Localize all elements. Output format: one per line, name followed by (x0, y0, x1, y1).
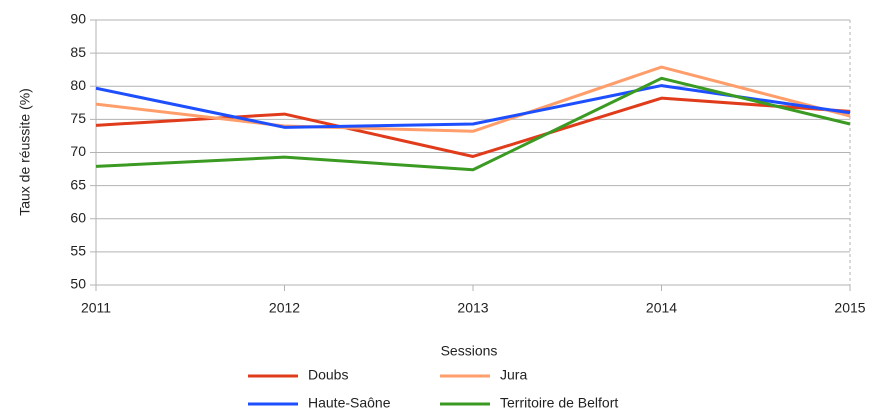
y-tick-label: 80 (70, 77, 86, 93)
y-tick-label: 75 (70, 110, 86, 126)
x-tick-label: 2011 (81, 300, 111, 316)
y-tick-label: 70 (70, 143, 86, 159)
y-tick-label: 65 (70, 176, 86, 192)
series-line (95, 96, 851, 158)
x-tick-label: 2012 (269, 300, 300, 316)
x-axis-label: Sessions (441, 343, 498, 359)
series-line (95, 76, 851, 172)
series-line (95, 84, 851, 129)
y-tick-label: 85 (70, 44, 86, 60)
legend-label: Doubs (308, 367, 348, 383)
legend-label: Haute-Saône (308, 395, 391, 411)
x-tick-label: 2015 (834, 300, 865, 316)
series-line (95, 65, 851, 133)
legend-label: Jura (500, 367, 527, 383)
y-tick-label: 55 (70, 243, 86, 259)
y-axis-label: Taux de réussite (%) (17, 88, 33, 216)
legend-label: Territoire de Belfort (500, 395, 618, 411)
x-tick-label: 2013 (457, 300, 488, 316)
y-tick-label: 60 (70, 209, 86, 225)
x-tick-label: 2014 (646, 300, 677, 316)
y-tick-label: 90 (70, 11, 86, 27)
y-tick-label: 50 (70, 276, 86, 292)
